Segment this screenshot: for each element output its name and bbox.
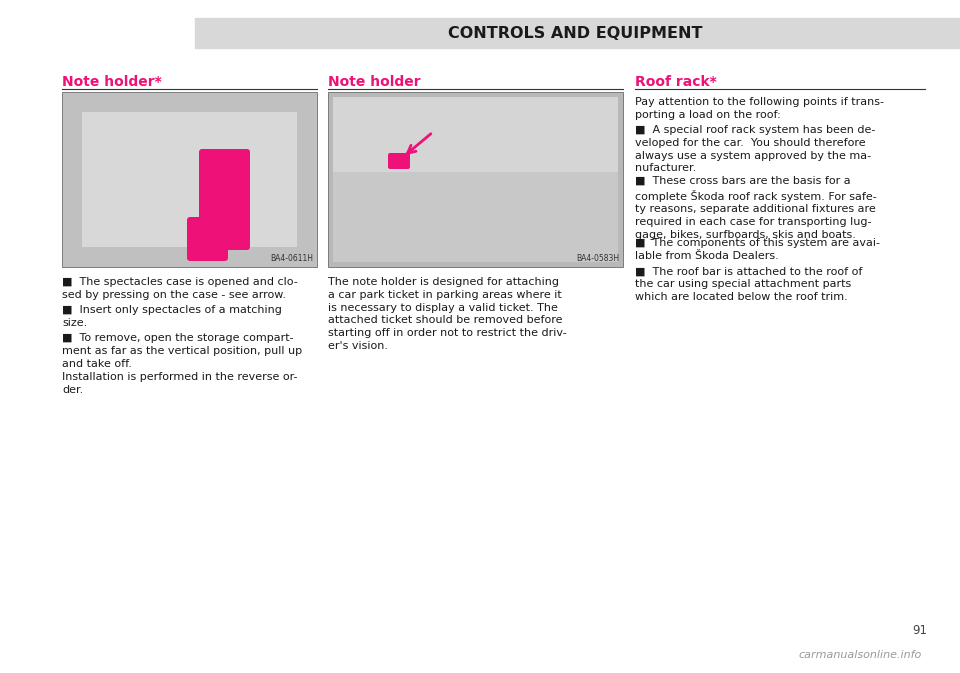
Text: BA4-0611H: BA4-0611H (270, 254, 313, 263)
Bar (328, 92, 623, 267)
Text: Roof rack*: Roof rack* (635, 75, 717, 89)
Text: Note holder*: Note holder* (62, 75, 161, 89)
Text: 91: 91 (913, 623, 927, 637)
Text: Pay attention to the following points if trans-
porting a load on the roof:: Pay attention to the following points if… (635, 97, 884, 120)
Text: ■  A special roof rack system has been de-
veloped for the car.  You should ther: ■ A special roof rack system has been de… (635, 125, 876, 174)
Text: BA4-0583H: BA4-0583H (576, 254, 619, 263)
FancyBboxPatch shape (199, 149, 250, 250)
Text: Note holder: Note holder (328, 75, 420, 89)
Text: ■  The roof bar is attached to the roof of
the car using special attachment part: ■ The roof bar is attached to the roof o… (635, 267, 862, 302)
Text: ■  The components of this system are avai-
lable from Škoda Dealers.: ■ The components of this system are avai… (635, 238, 880, 261)
Text: CONTROLS AND EQUIPMENT: CONTROLS AND EQUIPMENT (447, 26, 703, 40)
Bar (82, 112, 297, 247)
FancyBboxPatch shape (388, 153, 410, 169)
Text: carmanualsonline.info: carmanualsonline.info (799, 650, 922, 660)
Bar (62, 92, 317, 267)
Bar (333, 97, 618, 172)
Text: ■  These cross bars are the basis for a
complete Škoda roof rack system. For saf: ■ These cross bars are the basis for a c… (635, 176, 876, 240)
Text: ■  Insert only spectacles of a matching
size.: ■ Insert only spectacles of a matching s… (62, 305, 282, 328)
Bar (333, 97, 618, 262)
Bar (195, 18, 960, 48)
Text: Installation is performed in the reverse or-
der.: Installation is performed in the reverse… (62, 372, 298, 395)
Text: ■  To remove, open the storage compart-
ment as far as the vertical position, pu: ■ To remove, open the storage compart- m… (62, 333, 302, 369)
FancyBboxPatch shape (187, 217, 228, 261)
Text: The note holder is designed for attaching
a car park ticket in parking areas whe: The note holder is designed for attachin… (328, 277, 566, 351)
Text: ■  The spectacles case is opened and clo-
sed by pressing on the case - see arro: ■ The spectacles case is opened and clo-… (62, 277, 298, 299)
